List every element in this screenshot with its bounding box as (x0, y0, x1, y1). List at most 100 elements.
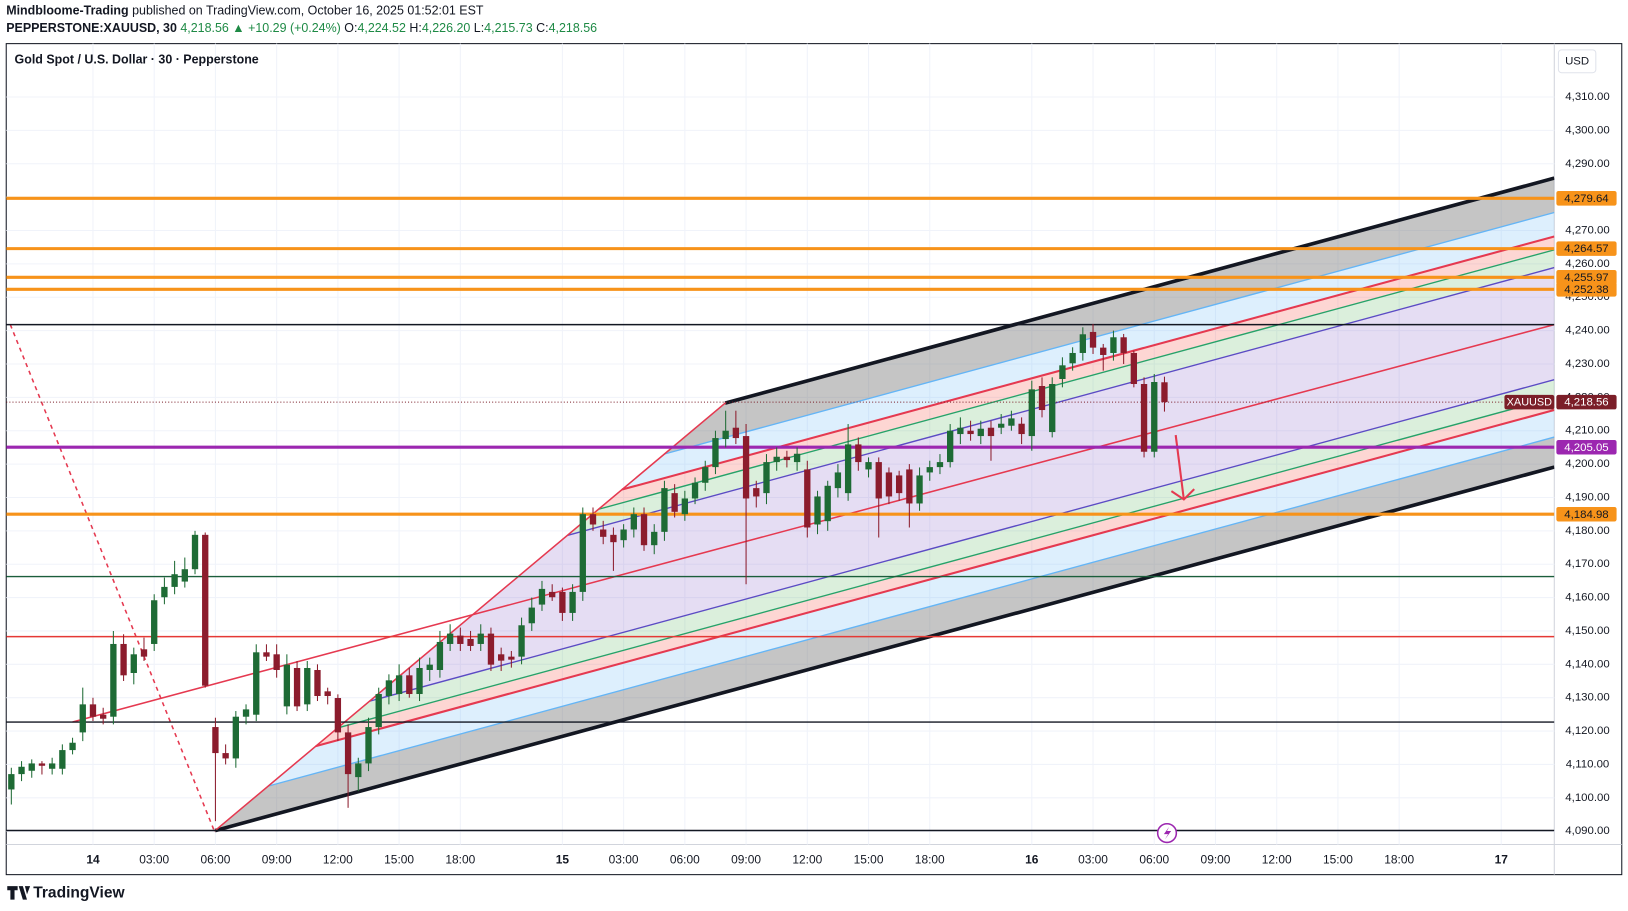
x-tick-label: 12:00 (1262, 852, 1292, 866)
candle-body (263, 652, 270, 657)
price-badge-label: 4,252.38 (1564, 284, 1608, 296)
candle-body (242, 709, 250, 717)
candle-body (804, 469, 811, 528)
x-tick-label: 18:00 (445, 852, 475, 866)
y-tick-label: 4,290.00 (1565, 158, 1609, 170)
axes: 4,090.00 4,100.00 4,110.00 4,120.00 4,130.00… (86, 91, 1617, 866)
ohlc-value: 4,218.56 (549, 21, 598, 35)
price-badge (1556, 270, 1617, 285)
candle-body (793, 453, 801, 463)
candle-body (436, 641, 444, 670)
candle-body (620, 529, 627, 541)
fork-line (213, 402, 727, 832)
header-line: Mindbloome-Trading published on TradingV… (6, 4, 484, 18)
candle-body (926, 467, 933, 473)
channel-line (214, 465, 1555, 833)
candle-body (1069, 352, 1076, 364)
logo-icon (7, 886, 31, 900)
channel-line (337, 397, 1555, 729)
candle-body (1100, 347, 1107, 355)
ohlc-key: L: (474, 21, 484, 35)
y-tick-label: 4,160.00 (1565, 592, 1609, 604)
y-tick-label: 4,100.00 (1565, 792, 1609, 804)
candle-body (1038, 386, 1046, 411)
chart-frame (5, 43, 1623, 876)
candle-body (824, 485, 831, 522)
logo: TradingView (33, 884, 125, 901)
candle-body (100, 714, 107, 719)
candle-body (69, 742, 76, 751)
x-tick-label: 17 (1495, 852, 1509, 866)
candle-body (344, 732, 352, 775)
candle-body (79, 704, 86, 733)
candle-body (957, 427, 964, 435)
channel-band (369, 267, 1555, 702)
y-tick-label: 4,170.00 (1565, 558, 1609, 570)
candle-body (671, 493, 678, 512)
candle-body (1130, 352, 1138, 385)
candle-body (630, 514, 637, 530)
y-tick-label: 4,200.00 (1565, 458, 1609, 470)
candle-body (304, 667, 311, 705)
candle-body (549, 591, 556, 598)
candle-body (855, 444, 862, 463)
candle-body (273, 654, 280, 670)
candle-body (569, 591, 576, 613)
price-badge-label: 4,279.64 (1564, 193, 1609, 205)
price-badge-label: 4,255.97 (1564, 272, 1608, 284)
candle-body (59, 750, 66, 769)
author: Mindbloome-Trading (6, 4, 128, 18)
candle-body (753, 488, 760, 497)
y-tick-label: 4,120.00 (1565, 725, 1609, 737)
candle-body (212, 727, 219, 754)
x-tick-label: 14 (86, 852, 100, 866)
candle-body (875, 462, 882, 499)
candle-body (528, 607, 535, 624)
price-badge-label: 4,264.57 (1564, 243, 1608, 255)
channel-line (267, 436, 1555, 787)
last: 4,218.56 (180, 21, 229, 35)
x-tick-label: 16 (1025, 852, 1039, 866)
median-line (72, 323, 1555, 723)
y-tick-label: 4,260.00 (1565, 258, 1609, 270)
candle-body (681, 498, 689, 515)
candle-body (202, 534, 209, 686)
candle-body (151, 600, 158, 644)
candle-body (38, 763, 46, 766)
candle-body (48, 763, 56, 769)
x-tick-label: 03:00 (139, 852, 169, 866)
price-badge (1556, 191, 1617, 206)
y-tick-label: 4,090.00 (1565, 825, 1609, 837)
x-tick-label: 03:00 (1078, 852, 1108, 866)
candle-body (844, 444, 852, 494)
x-tick-label: 15:00 (854, 852, 884, 866)
candle-body (314, 669, 321, 697)
x-tick-label: 12:00 (792, 852, 822, 866)
candle-body (651, 531, 658, 546)
x-tick-label: 06:00 (1139, 852, 1169, 866)
candle-body (579, 514, 586, 592)
ohlc-value: 4,224.52 (357, 21, 406, 35)
currency-box (1557, 49, 1597, 74)
published: published on TradingView.com, October 16… (132, 4, 484, 18)
arrow-head (1170, 488, 1195, 501)
y-tick-label: 4,210.00 (1565, 425, 1609, 437)
channel-band (268, 410, 1555, 787)
candle-body (763, 462, 770, 494)
candle-body (110, 643, 117, 717)
candle-body (1008, 418, 1015, 426)
candle-body (416, 667, 423, 695)
candle-body (1059, 365, 1066, 380)
channel-band (598, 236, 1555, 510)
candle-body (497, 654, 505, 661)
price-badge-label: 4,205.05 (1564, 442, 1608, 454)
ohlc-key: O: (344, 21, 357, 35)
candle-body (936, 462, 944, 468)
chart-title: Gold Spot / U.S. Dollar · 30 · Peppersto… (15, 53, 259, 67)
x-tick-label: 06:00 (200, 852, 230, 866)
ohlc-value: 4,215.73 (484, 21, 533, 35)
candle-body (28, 763, 35, 771)
candle-body (457, 635, 464, 644)
candle-body (742, 436, 750, 499)
channel-line (567, 266, 1555, 537)
